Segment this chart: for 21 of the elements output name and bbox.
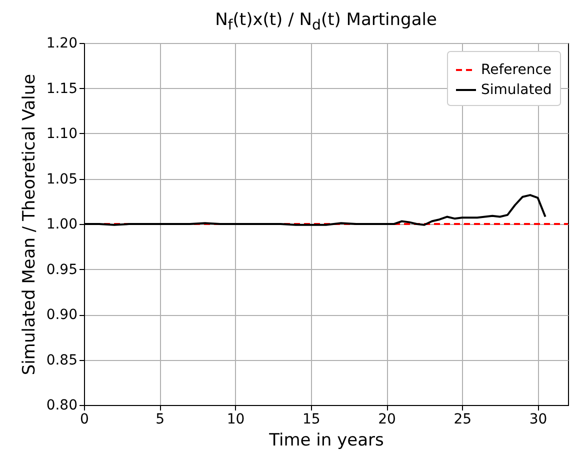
legend-label: Simulated: [481, 82, 552, 98]
x-tick-label: 20: [378, 412, 396, 428]
x-tick-label: 25: [454, 412, 472, 428]
x-tick-label: 5: [156, 412, 165, 428]
x-tick-label: 10: [226, 412, 245, 428]
y-tick-label: 1.00: [46, 216, 78, 232]
y-tick-label: 1.10: [46, 126, 78, 142]
legend-label: Reference: [481, 62, 552, 78]
y-tick-label: 1.20: [46, 36, 78, 52]
y-axis-title: Simulated Mean / Theoretical Value: [19, 74, 40, 376]
x-tick-label: 15: [302, 412, 320, 428]
y-tick-label: 0.95: [46, 262, 78, 278]
y-tick-label: 0.80: [46, 398, 78, 414]
y-tick-label: 0.90: [46, 307, 78, 323]
x-tick-label: 0: [80, 412, 89, 428]
y-tick-label: 1.05: [46, 171, 78, 188]
y-tick-label: 1.15: [46, 80, 78, 97]
y-tick-label: 0.85: [46, 352, 78, 368]
x-axis-title: Time in years: [268, 430, 384, 450]
chart-title: N$_{f}$(t)x(t) / N$_{d}$(t) Martingale: [214, 10, 438, 34]
x-tick-label: 30: [529, 412, 548, 428]
